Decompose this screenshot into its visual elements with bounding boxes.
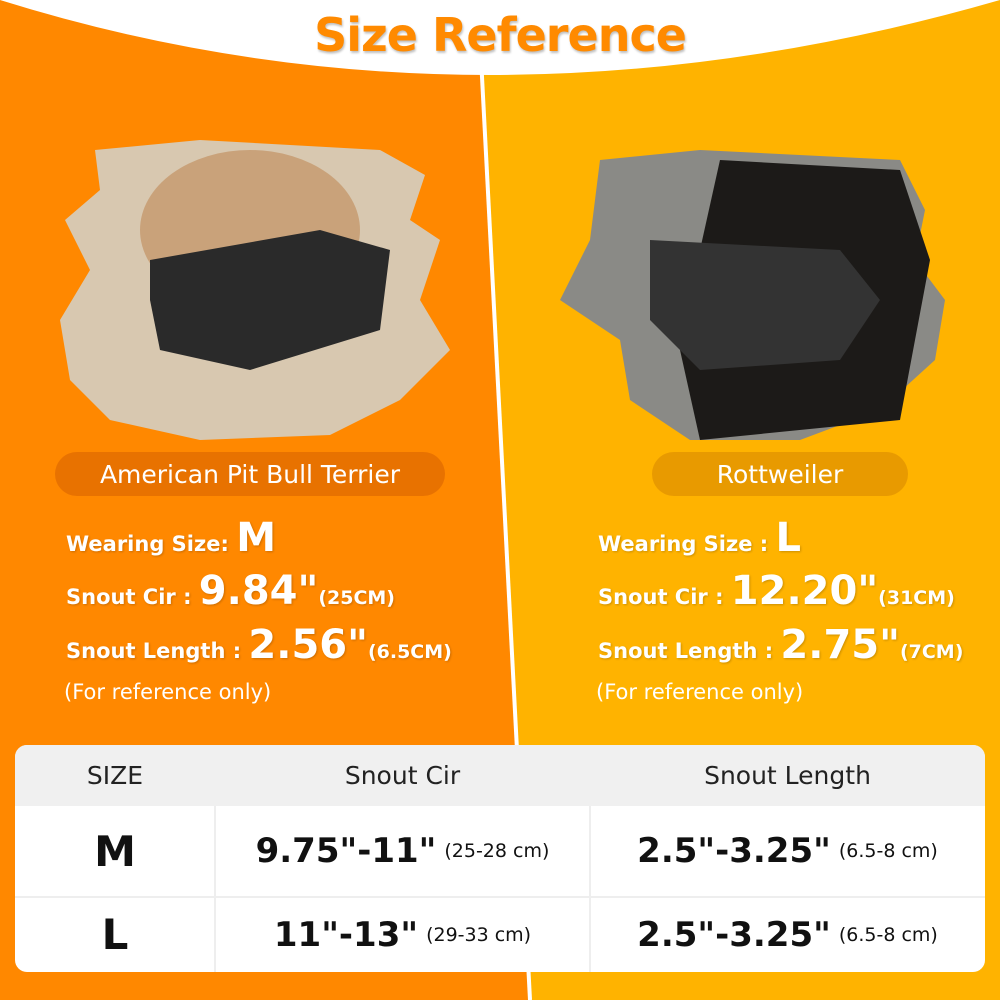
header-snout-length: Snout Length xyxy=(590,745,985,806)
cir-value: 9.75"-11" xyxy=(255,831,437,871)
length-cm: (6.5-8 cm) xyxy=(838,840,938,862)
snout-length-label: Snout Length : xyxy=(598,639,774,663)
header-size: SIZE xyxy=(15,745,215,806)
snout-cir-cm: (25CM) xyxy=(318,587,395,609)
table-row-m-cir: 9.75"-11" (25-28 cm) xyxy=(215,806,590,896)
snout-cir-label: Snout Cir : xyxy=(66,585,192,609)
cir-cm: (29-33 cm) xyxy=(426,923,532,946)
muzzle-image xyxy=(150,230,390,370)
table-row-l-size: L xyxy=(101,910,129,959)
snout-length-line: Snout Length : 2.56"(6.5CM) xyxy=(66,622,452,668)
table-row-l-cir: 11"-13" (29-33 cm) xyxy=(215,897,590,972)
length-value: 2.5"-3.25" xyxy=(637,831,831,871)
snout-length-label: Snout Length : xyxy=(66,639,242,663)
snout-length-line: Snout Length : 2.75"(7CM) xyxy=(598,622,963,668)
snout-length-cm: (6.5CM) xyxy=(367,641,452,663)
wearing-size-value: L xyxy=(775,515,802,561)
muzzle-image xyxy=(650,240,880,370)
snout-cir-value: 9.84" xyxy=(198,568,319,614)
wearing-size-value: M xyxy=(236,515,276,561)
cir-cm: (25-28 cm) xyxy=(444,840,550,862)
snout-cir-cm: (31CM) xyxy=(878,587,955,609)
snout-cir-value: 12.20" xyxy=(730,568,879,614)
snout-length-value: 2.56" xyxy=(248,622,368,668)
page-title: Size Reference xyxy=(314,8,687,62)
title-arc xyxy=(0,0,1000,75)
cir-value: 11"-13" xyxy=(273,914,419,955)
breed-label-rottweiler: Rottweiler xyxy=(652,452,908,496)
wearing-size-line: Wearing Size : L xyxy=(598,515,801,561)
table-row-m-length: 2.5"-3.25" (6.5-8 cm) xyxy=(590,806,985,896)
wearing-size-line: Wearing Size: M xyxy=(66,515,276,561)
size-table: SIZE Snout Cir Snout Length M 9.75"-11" (… xyxy=(15,745,985,972)
wearing-label: Wearing Size: xyxy=(66,532,229,556)
snout-cir-label: Snout Cir : xyxy=(598,585,724,609)
reference-note: (For reference only) xyxy=(596,680,804,704)
table-row-l-length: 2.5"-3.25" (6.5-8 cm) xyxy=(590,897,985,972)
header-snout-cir: Snout Cir xyxy=(215,745,590,806)
breed-label-pitbull: American Pit Bull Terrier xyxy=(55,452,445,496)
snout-length-value: 2.75" xyxy=(780,622,900,668)
snout-length-cm: (7CM) xyxy=(899,641,964,663)
wearing-label: Wearing Size : xyxy=(598,532,769,556)
reference-note: (For reference only) xyxy=(64,680,272,704)
snout-cir-line: Snout Cir : 9.84"(25CM) xyxy=(66,568,395,614)
snout-cir-line: Snout Cir : 12.20"(31CM) xyxy=(598,568,955,614)
table-row-m-size: M xyxy=(94,826,136,876)
length-value: 2.5"-3.25" xyxy=(637,914,831,955)
length-cm: (6.5-8 cm) xyxy=(838,923,938,946)
